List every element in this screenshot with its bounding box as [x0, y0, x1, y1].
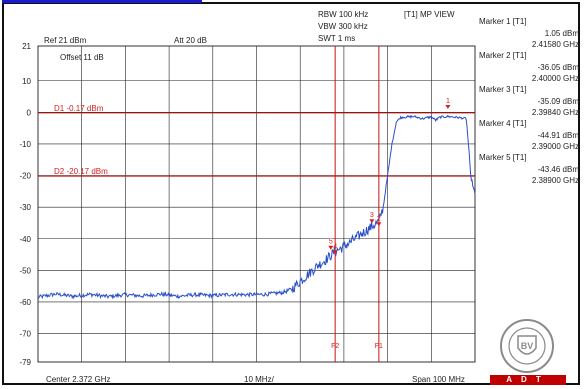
y-tick-labels: 21 10 0 -10 -20 -30 -40 -50 -60 -70 -79 — [19, 42, 31, 367]
marker-4-point — [332, 250, 338, 255]
marker-2-name: Marker 2 [T1] — [479, 51, 527, 60]
swt-label: SWT 1 ms — [318, 34, 356, 43]
marker-2-freq: 2.40000 GHz — [531, 74, 579, 83]
y-tick-label: -20 — [19, 172, 31, 181]
display-lines: D1 -0.17 dBm D2 -20.17 dBm — [38, 104, 475, 177]
y-tick-label: -70 — [19, 330, 31, 339]
frequency-line-label-f2: F2 — [331, 343, 339, 350]
view-label: [T1] MP VIEW — [404, 10, 455, 19]
marker-4-level: -44.91 dBm — [537, 131, 579, 140]
per-division-label: 10 MHz/ — [244, 375, 274, 384]
marker-4-freq: 2.39000 GHz — [531, 142, 579, 151]
marker-3-point — [369, 219, 375, 224]
center-frequency-label: Center 2.372 GHz — [46, 375, 111, 384]
marker-1-point — [445, 105, 451, 110]
marker-5-point — [328, 245, 334, 250]
span-label: Span 100 MHz — [412, 375, 465, 384]
y-tick-label: -30 — [19, 203, 31, 212]
bureau-veritas-logo: BV — [500, 319, 554, 373]
y-tick-label: 0 — [27, 108, 32, 117]
ref-level-label: Ref 21 dBm — [44, 36, 87, 45]
y-tick-label: 10 — [22, 77, 31, 86]
marker-2-label: 2 — [377, 215, 381, 222]
marker-3-name: Marker 3 [T1] — [479, 85, 527, 94]
marker-points: 1 23 45 — [328, 98, 451, 255]
trace-layer — [37, 114, 476, 300]
frequency-line-label-f1: F1 — [375, 343, 383, 350]
y-tick-label: -40 — [19, 235, 31, 244]
marker-4-name: Marker 4 [T1] — [479, 119, 527, 128]
marker-4-label: 4 — [333, 243, 337, 250]
adt-banner: ADT — [490, 375, 566, 385]
marker-1-level: 1.05 dBm — [544, 29, 579, 38]
marker-1-name: Marker 1 [T1] — [479, 17, 527, 26]
marker-5-freq: 2.38900 GHz — [531, 176, 579, 185]
marker-2-point — [376, 222, 382, 227]
marker-1-label: 1 — [446, 98, 450, 105]
display-line-label-2: D2 -20.17 dBm — [54, 167, 108, 176]
marker-5-level: -43.46 dBm — [537, 165, 579, 174]
marker-1-freq: 2.41580 GHz — [531, 40, 579, 49]
y-tick-label: -60 — [19, 298, 31, 307]
marker-5-label: 5 — [329, 239, 333, 246]
svg-text:BV: BV — [521, 341, 534, 351]
display-line-label-1: D1 -0.17 dBm — [54, 104, 104, 113]
top-accent-bar — [2, 0, 202, 3]
y-tick-label: -79 — [19, 358, 31, 367]
analyzer-screen — [2, 2, 580, 385]
vbw-label: VBW 300 kHz — [318, 22, 368, 31]
y-tick-label: -10 — [19, 140, 31, 149]
marker-3-freq: 2.39840 GHz — [531, 108, 579, 117]
marker-3-level: -35.09 dBm — [537, 97, 579, 106]
marker-5-name: Marker 5 [T1] — [479, 153, 527, 162]
y-tick-label: 21 — [22, 42, 31, 51]
attenuation-label: Att 20 dB — [174, 36, 207, 45]
marker-2-level: -36.05 dBm — [537, 63, 579, 72]
marker-3-label: 3 — [370, 212, 374, 219]
rbw-label: RBW 100 kHz — [318, 10, 369, 19]
trace-line — [37, 114, 476, 300]
frequency-lines: F2 F1 — [331, 46, 383, 362]
y-tick-label: -50 — [19, 266, 31, 275]
chart-grid — [37, 45, 476, 363]
